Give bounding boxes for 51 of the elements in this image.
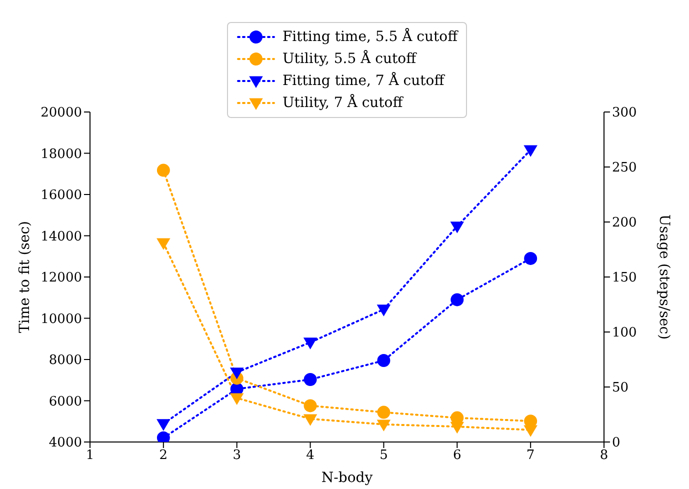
x-tick-label: 4 <box>306 448 314 464</box>
point <box>450 293 464 306</box>
point <box>377 420 390 431</box>
x-tick-label: 7 <box>526 448 535 464</box>
y-tick-label: 8000 <box>48 353 82 368</box>
y-tick-label: 16000 <box>40 188 82 204</box>
x-tick-label: 2 <box>159 448 168 464</box>
y-tick-label: 6000 <box>48 394 82 410</box>
point <box>230 393 244 404</box>
point <box>377 406 390 419</box>
x-tick-label: 6 <box>453 448 462 464</box>
point <box>304 414 317 426</box>
point <box>450 222 464 233</box>
y2-tick-label: 300 <box>612 106 637 121</box>
x-tick-label: 3 <box>232 448 241 464</box>
point <box>304 338 317 349</box>
point <box>156 419 170 430</box>
point <box>230 368 244 379</box>
y-axis-title: Time to fit (sec) <box>16 221 33 333</box>
y2-tick-label: 100 <box>612 326 637 341</box>
point <box>450 422 464 434</box>
point <box>304 373 317 386</box>
point <box>304 399 317 412</box>
point <box>156 238 170 250</box>
y2-tick-label: 50 <box>612 380 629 396</box>
y2-tick-label: 250 <box>612 160 637 176</box>
point <box>377 304 390 316</box>
legend-label: Fitting time, 5.5 Å cutoff <box>282 29 458 45</box>
y2-axis-title: Usage (steps/sec) <box>656 214 672 340</box>
y2-tick-label: 200 <box>612 216 637 231</box>
point <box>524 425 538 436</box>
point <box>156 164 170 177</box>
x-tick-label: 5 <box>380 448 388 464</box>
point <box>524 252 538 265</box>
legend-label: Utility, 7 Å cutoff <box>282 95 403 111</box>
point <box>377 354 390 368</box>
legend-label: Fitting time, 7 Å cutoff <box>282 73 444 89</box>
y-tick-label: 14000 <box>40 229 82 244</box>
x-axis-title: N-body <box>321 470 373 486</box>
y-tick-label: 4000 <box>48 436 82 451</box>
legend-label: Utility, 5.5 Å cutoff <box>282 51 416 67</box>
point <box>524 145 538 156</box>
y-tick-label: 20000 <box>40 106 82 121</box>
point <box>156 431 170 442</box>
y-tick-label: 18000 <box>40 146 82 162</box>
x-tick-label: 8 <box>600 448 608 464</box>
y2-tick-label: 150 <box>612 270 637 286</box>
y2-tick-label: 0 <box>612 436 620 451</box>
x-tick-label: 1 <box>86 448 94 464</box>
y-tick-label: 12000 <box>40 270 82 286</box>
y-tick-label: 10000 <box>40 312 82 327</box>
